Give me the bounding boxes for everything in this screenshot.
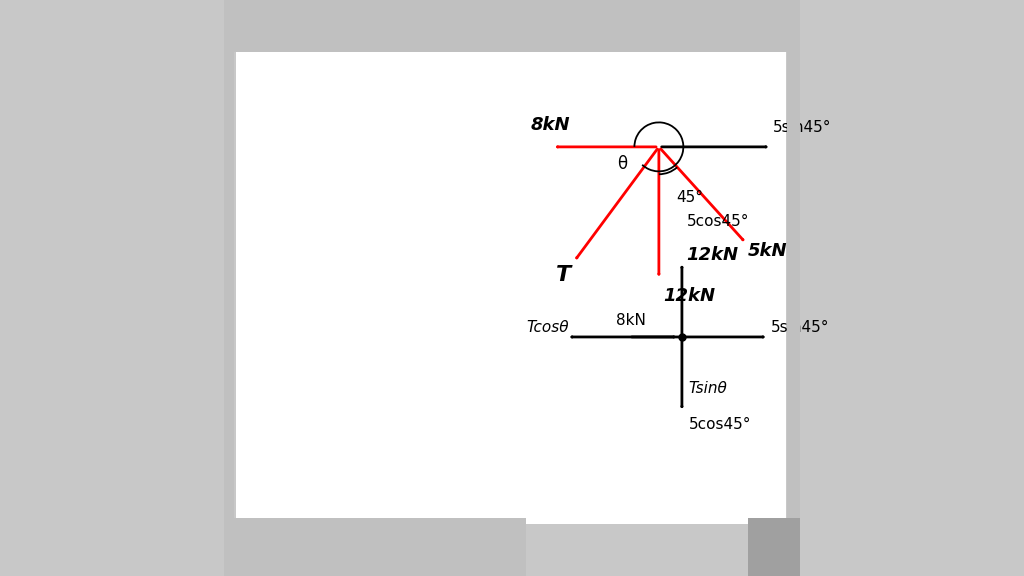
Text: Tsinθ: Tsinθ (689, 381, 728, 396)
Text: 8kN: 8kN (531, 116, 570, 134)
Bar (786, 52, 800, 524)
Text: 12kN: 12kN (664, 287, 716, 305)
Bar (224, 0, 800, 52)
Text: Tcosθ: Tcosθ (526, 320, 569, 335)
Text: 12kN: 12kN (686, 246, 738, 264)
Bar (749, 518, 800, 576)
Text: 5kN: 5kN (749, 242, 787, 260)
Text: T: T (556, 264, 571, 285)
Bar (224, 52, 234, 524)
Text: 5cos45°: 5cos45° (686, 214, 749, 229)
Bar (224, 518, 526, 576)
Bar (236, 52, 785, 524)
Text: 5cos45°: 5cos45° (689, 417, 752, 432)
Text: 5sin45°: 5sin45° (773, 120, 831, 135)
Text: 8kN: 8kN (615, 313, 645, 328)
Text: 5sin45°: 5sin45° (771, 320, 829, 335)
Text: 45°: 45° (676, 190, 703, 204)
Text: θ: θ (617, 155, 628, 173)
